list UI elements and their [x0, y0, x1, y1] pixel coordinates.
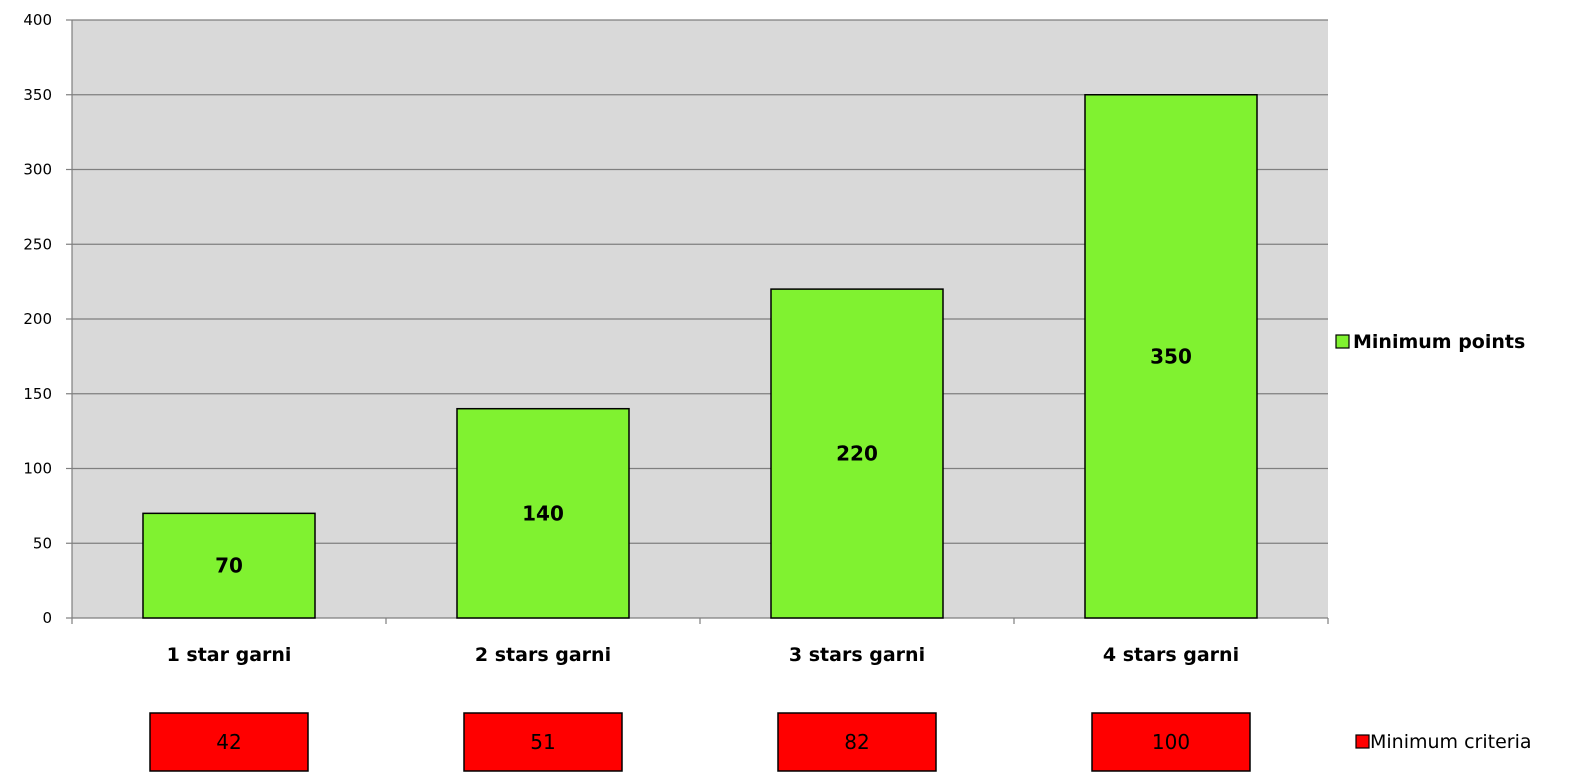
- bar-3: [770, 288, 944, 619]
- bar-value-label-2: 140: [522, 501, 564, 525]
- y-tick-label-200: 200: [23, 310, 52, 328]
- criteria-box-4: [1091, 712, 1251, 772]
- criteria-box-1: [149, 712, 309, 772]
- y-tick-label-250: 250: [23, 235, 52, 253]
- x-category-label-4: 4 stars garni: [1103, 644, 1239, 666]
- y-axis: 0 50 100 150 200 250 300 350 400: [23, 11, 73, 627]
- y-tick-label-100: 100: [23, 460, 52, 478]
- x-axis: 1 star garni 2 stars garni 3 stars garni 4 …: [71, 617, 1329, 666]
- y-tick-label-0: 0: [42, 609, 52, 627]
- bars: 70 140 220 350: [142, 94, 1258, 619]
- y-tick-label-50: 50: [33, 534, 52, 552]
- bar-value-label-4: 350: [1150, 344, 1192, 368]
- y-tick-label-350: 350: [23, 86, 52, 104]
- legend-swatch-minimum-points: [1335, 334, 1350, 349]
- bar-value-label-1: 70: [215, 554, 243, 578]
- criteria-value-3: 82: [844, 730, 869, 754]
- criteria-box-3: [777, 712, 937, 772]
- x-category-label-1: 1 star garni: [167, 644, 292, 666]
- legend-label-minimum-criteria: Minimum criteria: [1370, 731, 1532, 753]
- criteria-value-2: 51: [530, 730, 555, 754]
- legend-swatch-minimum-criteria: [1355, 734, 1370, 749]
- x-category-label-3: 3 stars garni: [789, 644, 925, 666]
- criteria-row: 42 51 82 100: [149, 712, 1251, 772]
- bar-value-label-3: 220: [836, 442, 878, 466]
- bar-4: [1084, 94, 1258, 619]
- x-category-label-2: 2 stars garni: [475, 644, 611, 666]
- y-tick-label-400: 400: [23, 11, 52, 29]
- criteria-value-1: 42: [216, 730, 241, 754]
- legend-label-minimum-points: Minimum points: [1353, 331, 1525, 353]
- y-tick-label-300: 300: [23, 161, 52, 179]
- bar-1: [142, 512, 316, 619]
- legend: Minimum points Minimum criteria: [1335, 331, 1532, 753]
- y-tick-label-150: 150: [23, 385, 52, 403]
- bar-2: [456, 407, 630, 619]
- criteria-value-4: 100: [1152, 730, 1190, 754]
- criteria-box-2: [463, 712, 623, 772]
